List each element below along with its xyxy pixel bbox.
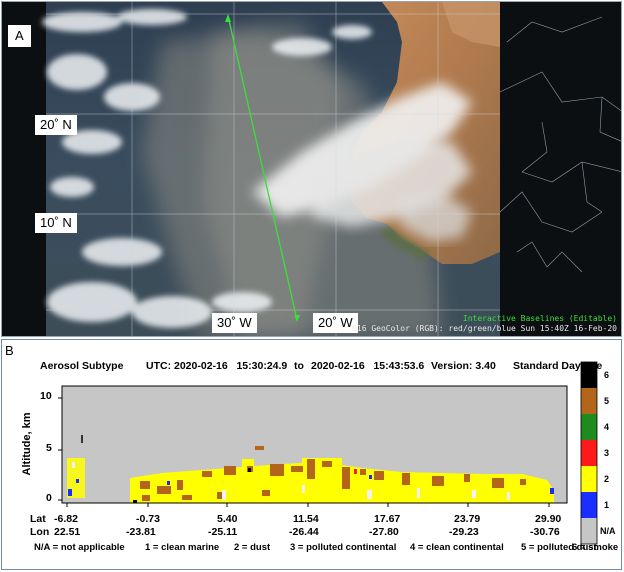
cloud-fields-west bbox=[42, 9, 372, 328]
lon-value: -25.11 bbox=[208, 526, 238, 538]
lat-value: 23.79 bbox=[454, 513, 481, 525]
legend-label-2: 2 bbox=[604, 474, 609, 484]
version: Version: 3.40 bbox=[431, 360, 496, 372]
lon-value: -30.76 bbox=[530, 526, 560, 538]
category-na: N/A = not applicable bbox=[34, 542, 125, 553]
satellite-image-panel: A 20˚ N 10˚ N 30˚ W 20˚ W Interactive Ba… bbox=[1, 1, 622, 337]
y-tick-0: 0 bbox=[46, 492, 52, 504]
lon-row-label: Lon bbox=[30, 526, 50, 538]
category-2: 2 = dust bbox=[234, 542, 271, 553]
legend-label-3: 3 bbox=[604, 448, 609, 458]
legend-swatch-2 bbox=[581, 466, 597, 492]
panel-letter-b: B bbox=[5, 343, 14, 358]
aerosol-subtype-panel: 6 5 4 3 2 1 N/A Altitude, km B Aerosol S… bbox=[1, 339, 622, 570]
lon-label-30w: 30˚ W bbox=[212, 313, 257, 333]
legend-colorbar bbox=[580, 361, 598, 545]
legend-swatch-5 bbox=[581, 388, 597, 414]
category-5: 5 = polluted dust bbox=[521, 542, 597, 553]
legend-label-4: 4 bbox=[604, 422, 609, 432]
legend-label-na: N/A bbox=[600, 526, 616, 536]
legend-swatch-na bbox=[581, 518, 597, 544]
y-tick-5: 5 bbox=[46, 442, 52, 454]
plot-frame bbox=[61, 385, 568, 504]
lat-value: -0.73 bbox=[136, 513, 160, 525]
smoke-speck bbox=[248, 468, 251, 472]
category-1: 1 = clean marine bbox=[145, 542, 220, 553]
aerosol-chart: 6 5 4 3 2 1 N/A Altitude, km bbox=[21, 361, 616, 545]
legend-swatch-4 bbox=[581, 414, 597, 440]
category-4: 4 = clean continental bbox=[410, 542, 504, 553]
track-arrow-bottom bbox=[294, 315, 300, 322]
end-time: 2020-02-16 15:43:53.6 bbox=[311, 360, 425, 372]
baseline-note: Interactive Baselines (Editable) bbox=[462, 314, 617, 323]
lat-value: -6.82 bbox=[54, 513, 78, 525]
polluted-continental-speck bbox=[354, 469, 357, 474]
x-ticks bbox=[66, 503, 550, 507]
lon-label-20w: 20˚ W bbox=[313, 313, 358, 333]
lat-value: 17.67 bbox=[374, 513, 401, 525]
legend-label-5: 5 bbox=[604, 396, 609, 406]
lat-value: 11.54 bbox=[293, 513, 319, 525]
lat-label-20n: 20˚ N bbox=[35, 115, 77, 135]
utc-label: UTC: bbox=[146, 360, 172, 372]
image-credit: G16 GeoColor (RGB): red/green/blue Sun 1… bbox=[352, 324, 617, 333]
product-name: Aerosol Subtype bbox=[40, 360, 124, 372]
category-6: 6 = smoke bbox=[572, 542, 619, 553]
category-3: 3 = polluted continental bbox=[290, 542, 397, 553]
legend-labels: 6 5 4 3 2 1 N/A bbox=[600, 370, 616, 536]
legend-swatch-6 bbox=[581, 362, 597, 388]
start-time: 2020-02-16 15:30:24.9 bbox=[174, 360, 288, 372]
mode: Standard Daytime bbox=[513, 360, 603, 372]
y-axis-label: Altitude, km bbox=[21, 412, 33, 475]
country-borders bbox=[499, 16, 621, 273]
lon-value: -23.81 bbox=[126, 526, 156, 538]
calipso-track bbox=[227, 15, 298, 321]
lat-value: 5.40 bbox=[217, 513, 238, 525]
legend-label-6: 6 bbox=[604, 370, 609, 380]
clean-marine-layer bbox=[68, 475, 554, 496]
lat-label-10n: 10˚ N bbox=[35, 213, 77, 233]
panel-letter-a: A bbox=[8, 25, 31, 47]
lon-value: -26.44 bbox=[289, 526, 319, 538]
polluted-dust-layer bbox=[140, 446, 526, 501]
legend-label-1: 1 bbox=[604, 500, 609, 510]
no-signal-speckles bbox=[72, 462, 510, 500]
lon-value: -29.23 bbox=[449, 526, 479, 538]
legend-swatch-1 bbox=[581, 492, 597, 518]
legend-swatch-3 bbox=[581, 440, 597, 466]
lat-value: 29.90 bbox=[535, 513, 562, 525]
track-arrow-top bbox=[225, 14, 231, 22]
lon-value: -27.80 bbox=[369, 526, 399, 538]
to-word: to bbox=[294, 360, 304, 372]
y-tick-10: 10 bbox=[40, 390, 52, 402]
lon-value: 22.51 bbox=[54, 526, 81, 538]
lat-row-label: Lat bbox=[30, 513, 46, 525]
satellite-image bbox=[2, 2, 621, 336]
cloud-band bbox=[252, 82, 472, 217]
